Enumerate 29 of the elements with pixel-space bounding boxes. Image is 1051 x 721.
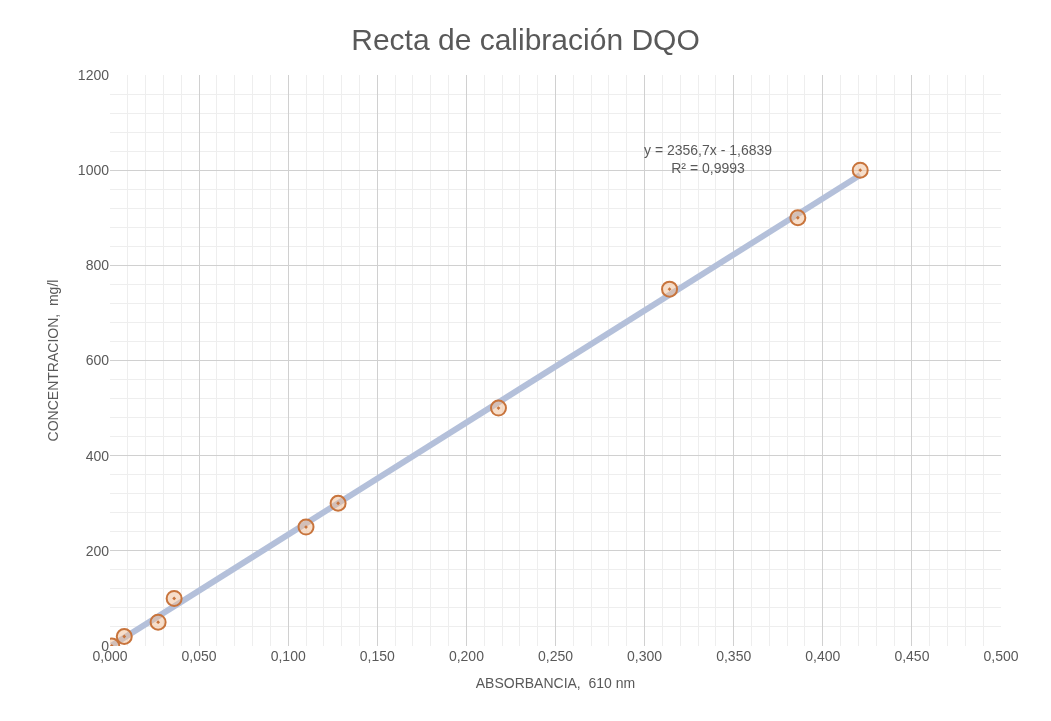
y-tick-label: 1200 [77, 66, 110, 83]
point [165, 589, 183, 607]
y-tick-label: 400 [85, 447, 110, 464]
x-tick-label: 0,200 [448, 648, 485, 664]
point [297, 518, 315, 536]
point [149, 613, 167, 631]
y-tick-label: 200 [85, 542, 110, 559]
x-tick-label: 0,350 [716, 648, 752, 664]
y-tick-label: 600 [85, 352, 110, 369]
chart-title: Recta de calibración DQO [351, 22, 700, 56]
point [851, 161, 869, 179]
point [115, 627, 133, 645]
point [489, 399, 507, 417]
point [329, 494, 347, 512]
y-axis-title: CONCENTRACION, mg/l [45, 279, 62, 442]
x-tick-label: 0,050 [181, 648, 217, 664]
x-tick-label: 0,450 [894, 648, 930, 664]
y-tick-label: 1000 [77, 162, 110, 179]
x-tick-label: 0,400 [805, 648, 841, 664]
y-tick-label: 800 [85, 257, 110, 274]
point [661, 280, 679, 298]
x-tick-label: 0,150 [359, 648, 396, 664]
x-tick-label: 0,300 [627, 648, 663, 664]
annotation: y = 2356,7x - 1,6839 R² = 0,9993 [644, 142, 773, 177]
x-tick-label: 0,100 [270, 648, 306, 664]
x-tick-label: 0,500 [983, 648, 1019, 664]
x-axis-title: ABSORBANCIA, 610 nm [475, 675, 636, 692]
point [789, 209, 807, 227]
x-tick-label: 0,250 [537, 648, 574, 664]
